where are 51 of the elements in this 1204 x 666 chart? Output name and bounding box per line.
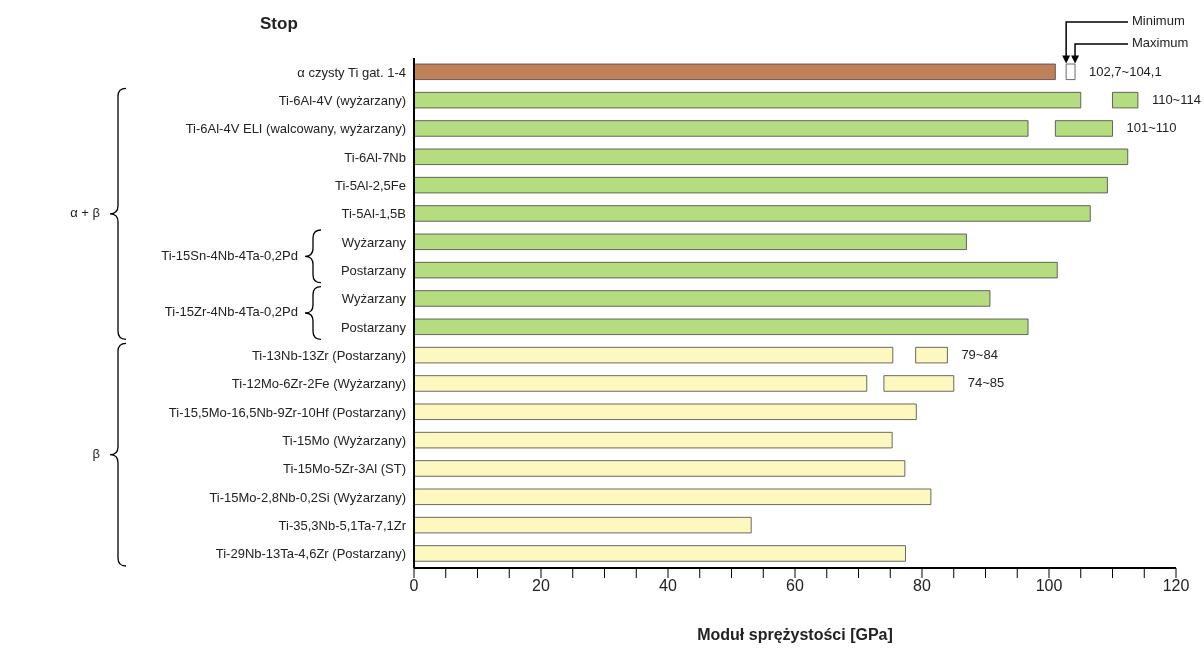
x-tick-label: 120	[1162, 577, 1190, 595]
y-tick-label: Ti-29Nb-13Ta-4,6Zr (Postarzany)	[215, 546, 406, 562]
bar	[883, 375, 955, 392]
y-tick-label: Ti-15Mo-2,8Nb-0,2Si (Wyżarzany)	[209, 489, 406, 505]
bar	[414, 290, 991, 307]
x-tick-label: 40	[659, 577, 677, 595]
y-tick-label: Ti-15Mo-5Zr-3Al (ST)	[282, 461, 406, 477]
bar	[414, 233, 967, 250]
annotation: 102,7~104,1	[1089, 63, 1162, 79]
chart-title: Stop	[260, 14, 298, 34]
bar	[414, 148, 1129, 165]
y-tick-label: Wyżarzany	[341, 291, 407, 307]
bar	[414, 205, 1091, 222]
y-tick-label: Ti-5Al-1,5B	[341, 206, 406, 222]
x-tick-label: 20	[532, 577, 550, 595]
x-tick-label: 100	[1035, 577, 1063, 595]
y-tick-label: Ti-6Al-4V (wyżarzany)	[278, 93, 406, 109]
bar	[915, 346, 948, 364]
bar	[414, 261, 1058, 279]
y-tick-label: α czysty Ti gat. 1-4	[297, 64, 406, 80]
y-tick-label: Ti-6Al-7Nb	[344, 149, 406, 165]
annotation: 110~114	[1151, 91, 1201, 107]
bar	[414, 318, 1029, 335]
text: α + β	[70, 205, 100, 221]
annotation: 74~85	[967, 375, 1005, 391]
bar	[414, 176, 1108, 194]
bar	[1065, 63, 1076, 80]
text: Ti-15Sn-4Nb-4Ta-0,2Pd	[161, 247, 298, 263]
x-axis-title: Moduł sprężystości [GPa]	[697, 626, 893, 643]
y-tick-label: Ti-6Al-4V ELI (walcowany, wyżarzany)	[185, 121, 406, 137]
y-tick-label: Postarzany	[340, 319, 407, 335]
y-tick-label: Postarzany	[340, 263, 407, 279]
text: β	[92, 446, 100, 462]
x-tick-label: 0	[409, 577, 419, 595]
annotation: 101~110	[1126, 120, 1177, 136]
x-tick-label: 60	[786, 577, 804, 595]
bar	[414, 91, 1082, 109]
annotation: 79~84	[961, 346, 998, 362]
text: Minimum	[1132, 13, 1185, 29]
y-tick-label: Ti-5Al-2,5Fe	[334, 178, 406, 194]
text: Ti-15Zr-4Nb-4Ta-0,2Pd	[164, 304, 298, 320]
y-tick-label: Wyżarzany	[341, 234, 407, 250]
text: Maximum	[1132, 35, 1189, 51]
bar	[414, 120, 1029, 137]
y-tick-label: Ti-35,3Nb-5,1Ta-7,1Zr	[278, 518, 407, 534]
x-tick-label: 80	[913, 577, 931, 595]
y-tick-label: Ti-12Mo-6Zr-2Fe (Wyżarzany)	[231, 376, 406, 392]
bar	[414, 63, 1056, 80]
y-tick-label: Ti-15,5Mo-16,5Nb-9Zr-10Hf (Postarzany)	[168, 404, 406, 420]
y-tick-label: Ti-13Nb-13Zr (Postarzany)	[251, 348, 406, 364]
y-tick-label: Ti-15Mo (Wyżarzany)	[282, 433, 406, 449]
